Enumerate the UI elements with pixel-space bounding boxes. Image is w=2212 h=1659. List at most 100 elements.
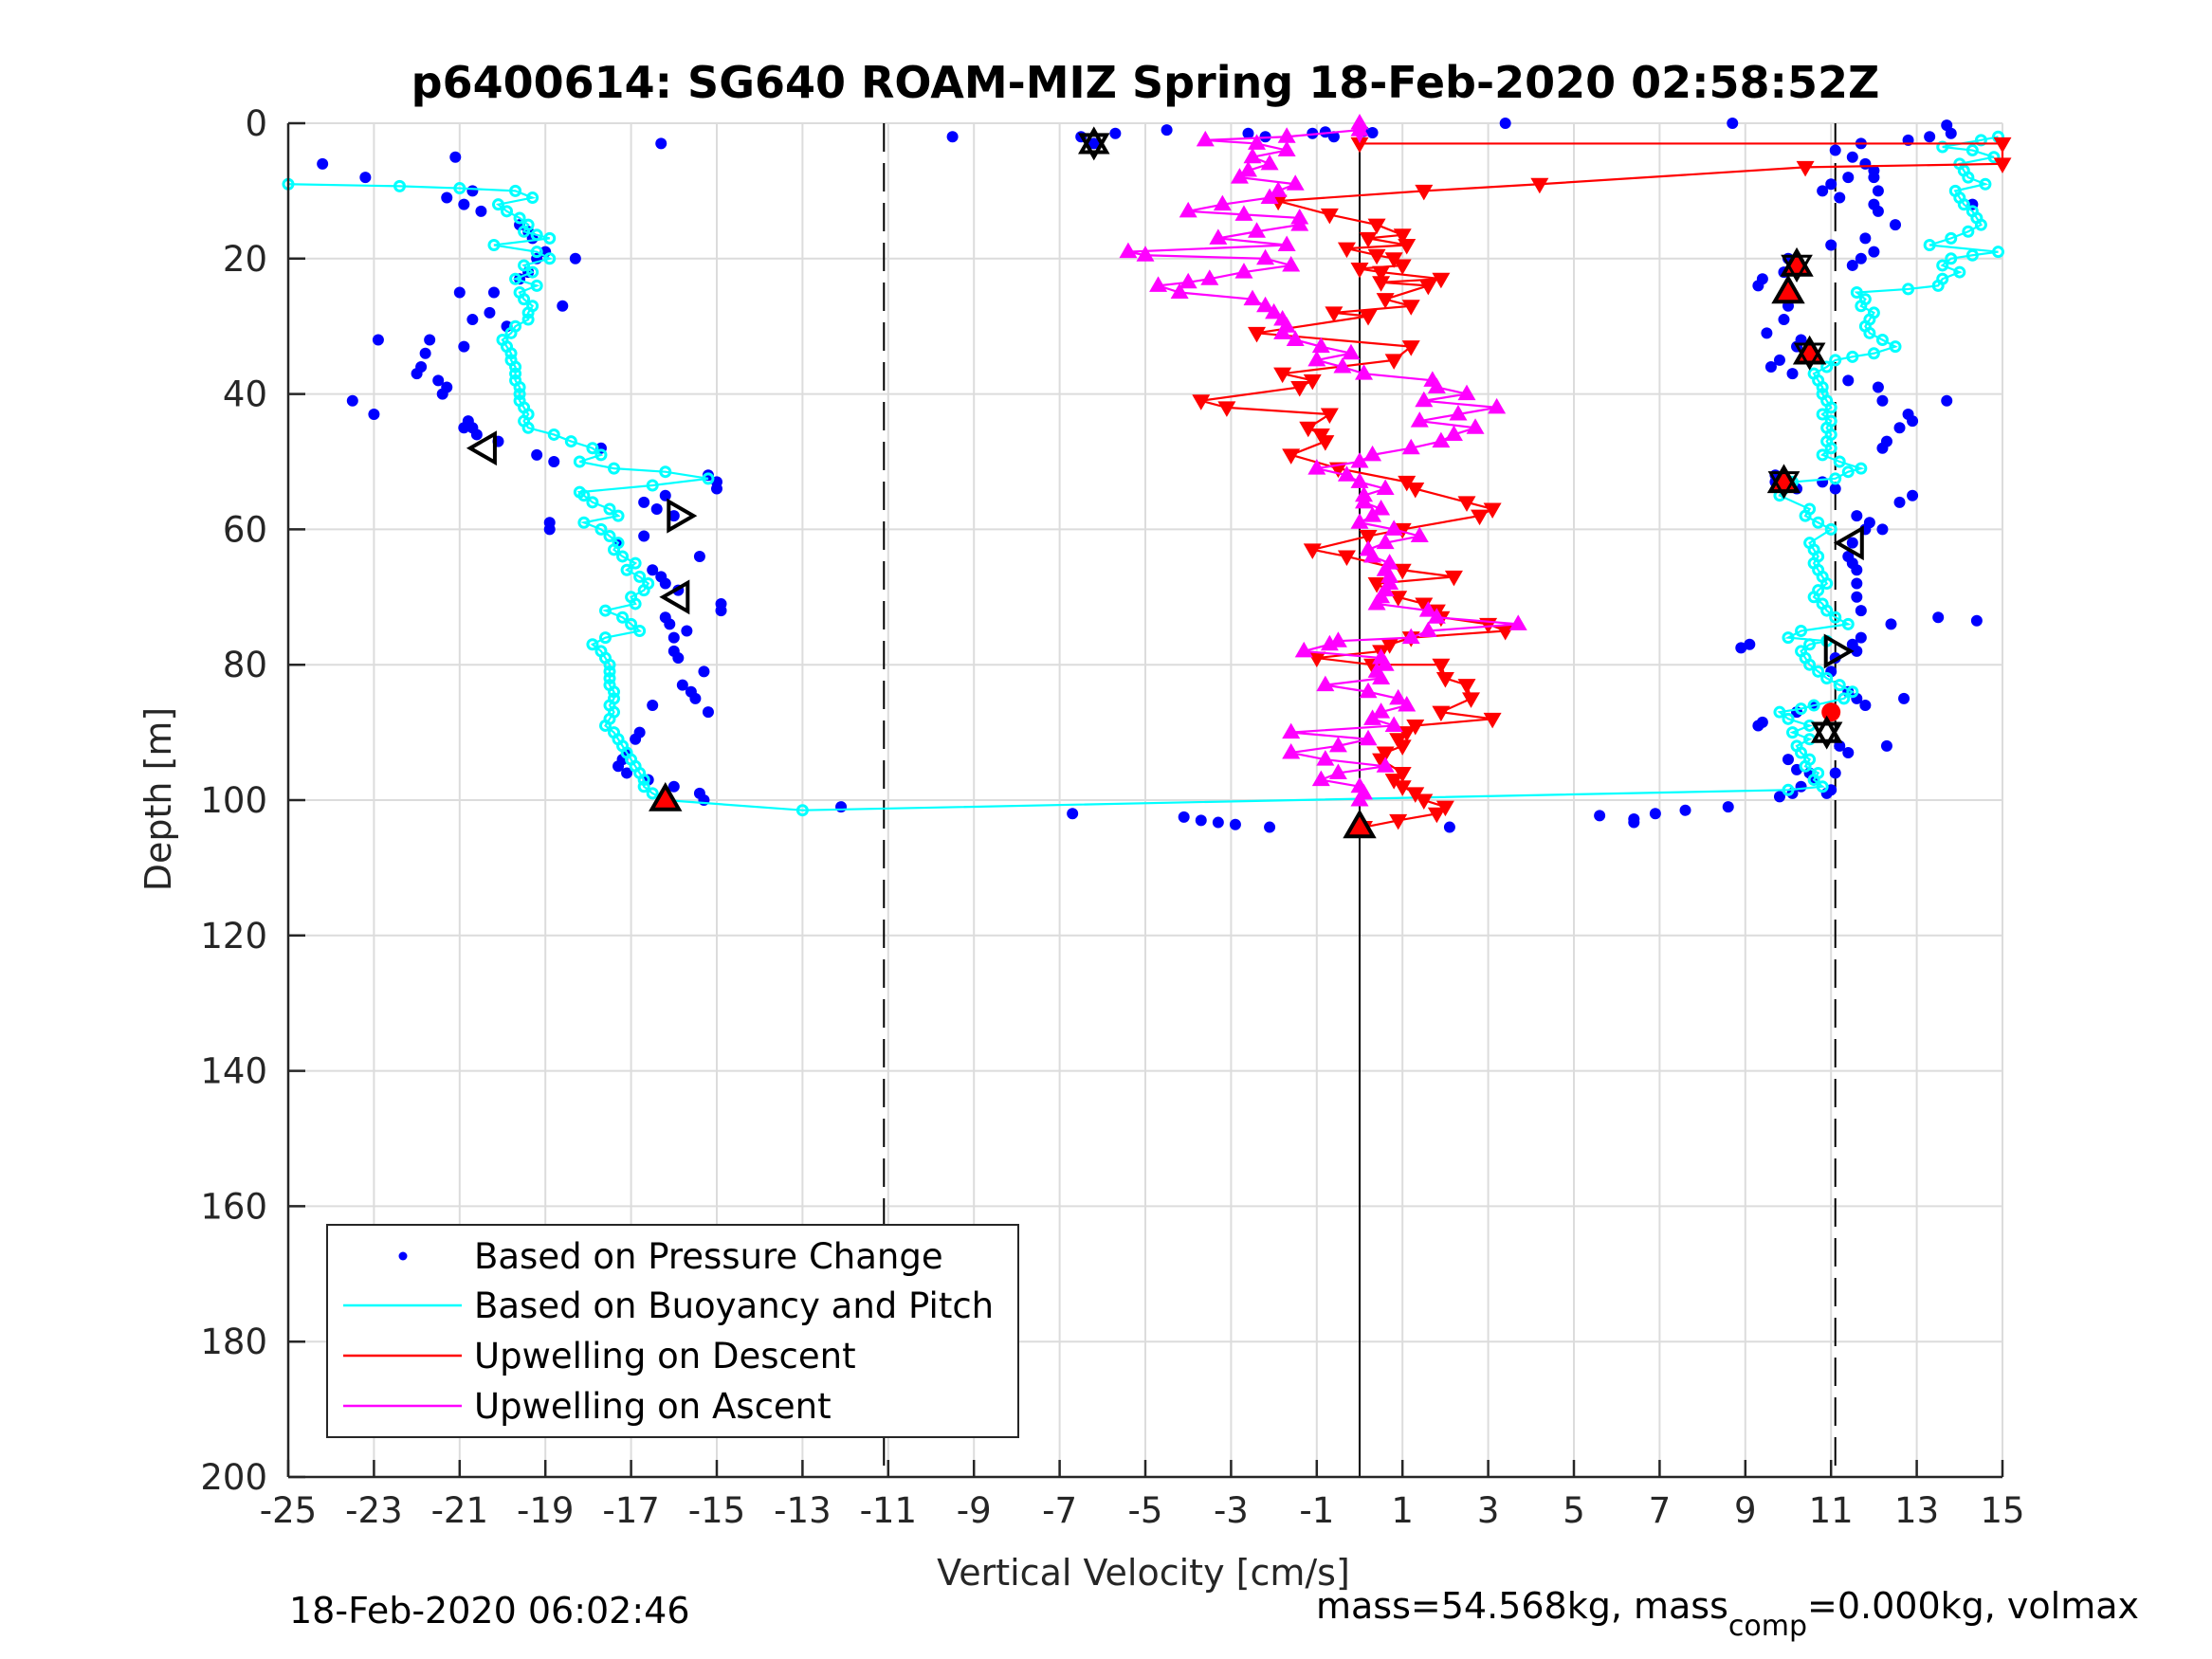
data-point — [1238, 160, 1257, 177]
data-point — [1816, 597, 1829, 611]
data-point — [1363, 709, 1382, 725]
data-point — [1282, 743, 1301, 759]
data-point — [659, 465, 672, 479]
data-point — [1508, 614, 1527, 630]
data-point — [1401, 628, 1420, 645]
data-point — [1401, 300, 1420, 316]
data-point — [1415, 793, 1434, 810]
data-point — [715, 605, 727, 617]
data-point — [1286, 330, 1305, 346]
data-point — [629, 556, 642, 570]
x-tick-label: -15 — [688, 1490, 745, 1531]
data-point — [1178, 811, 1190, 823]
data-point — [946, 131, 959, 143]
data-point — [564, 435, 577, 448]
surface-diamond — [1353, 117, 1366, 144]
data-point — [513, 388, 526, 401]
data-point — [368, 409, 380, 421]
data-point — [1807, 699, 1820, 712]
data-point — [1282, 722, 1301, 739]
data-point — [1773, 354, 1785, 366]
data-point — [1466, 418, 1485, 434]
data-point — [1243, 147, 1262, 164]
data-point — [1277, 140, 1296, 157]
data-point — [1846, 638, 1858, 650]
data-point — [1248, 134, 1267, 150]
data-point — [598, 604, 612, 617]
data-point — [1384, 774, 1403, 790]
data-point — [1842, 550, 1855, 562]
data-point — [1307, 651, 1326, 668]
data-point — [1316, 675, 1335, 692]
data-point — [1803, 638, 1817, 651]
data-point — [501, 205, 514, 218]
data-point — [1803, 502, 1817, 516]
turn-marker-red-triangle-overlay — [1781, 254, 1813, 283]
data-point — [359, 172, 372, 184]
data-point — [1649, 808, 1661, 820]
data-point — [650, 502, 663, 515]
data-point — [1842, 374, 1855, 387]
data-point — [1444, 425, 1463, 441]
data-point — [633, 570, 647, 583]
data-point — [1273, 310, 1292, 326]
data-point — [1953, 265, 1966, 279]
data-point — [835, 801, 848, 813]
data-point — [586, 496, 599, 509]
data-point — [1812, 516, 1825, 529]
y-tick-label: 0 — [245, 103, 267, 144]
x-tick-label: -25 — [260, 1490, 317, 1531]
data-point — [1427, 608, 1446, 624]
data-point — [1829, 144, 1841, 156]
data-point — [612, 509, 625, 522]
data-point — [1880, 739, 1892, 752]
y-tick-label: 120 — [200, 916, 267, 957]
data-point — [1855, 462, 1868, 475]
data-point — [458, 340, 470, 353]
turn-marker-red-triangle — [1771, 274, 1805, 304]
data-point — [1987, 151, 2001, 164]
data-point — [1401, 438, 1420, 455]
data-point — [1415, 184, 1434, 201]
y-tick-label: 180 — [200, 1322, 267, 1362]
data-point — [795, 804, 809, 817]
data-point — [1136, 246, 1155, 262]
data-point — [676, 679, 688, 691]
data-point — [1893, 496, 1906, 508]
data-point — [1359, 682, 1378, 699]
data-point — [1401, 340, 1420, 356]
series-line — [1127, 123, 1519, 801]
data-point — [1790, 739, 1803, 753]
data-point — [1867, 306, 1880, 319]
data-point — [1170, 283, 1189, 299]
data-point — [1294, 641, 1313, 658]
data-point — [1372, 499, 1391, 516]
data-point — [1212, 816, 1224, 829]
data-point — [1196, 130, 1215, 147]
data-point — [1410, 411, 1429, 428]
data-point — [509, 184, 522, 197]
data-point — [672, 652, 685, 665]
data-point — [1457, 496, 1476, 512]
y-tick-label: 200 — [200, 1457, 267, 1498]
data-point — [1179, 272, 1197, 289]
data-point — [1782, 631, 1795, 645]
data-point — [372, 334, 384, 346]
data-point — [548, 456, 560, 467]
data-point — [1825, 178, 1837, 191]
data-point — [504, 326, 518, 339]
data-point — [1816, 780, 1829, 793]
data-point — [1974, 134, 1987, 147]
data-point — [1786, 726, 1800, 739]
data-point — [1907, 489, 1919, 501]
data-point — [1384, 716, 1403, 732]
data-point — [647, 700, 659, 712]
data-point — [1277, 235, 1296, 252]
x-tick-label: -9 — [957, 1490, 992, 1531]
data-point — [1868, 246, 1880, 258]
data-point — [1320, 208, 1339, 225]
data-point — [1282, 448, 1301, 465]
x-tick-label: -19 — [517, 1490, 574, 1531]
data-point — [1834, 191, 1846, 204]
